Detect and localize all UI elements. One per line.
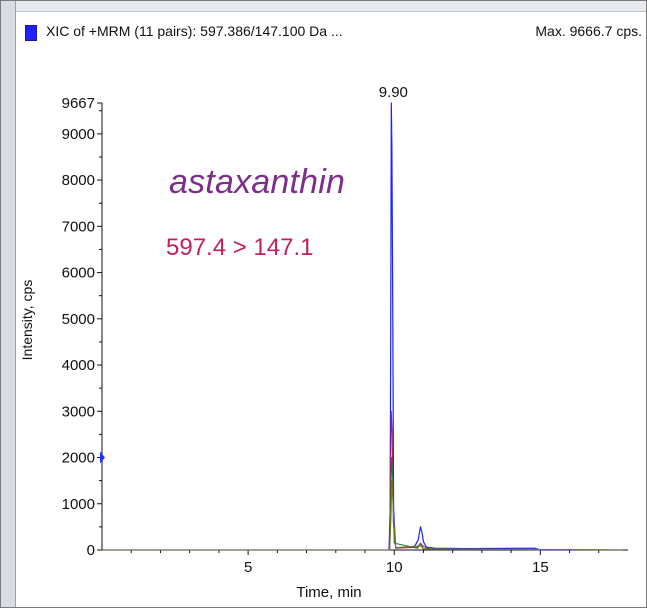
y-tick-label-7: 7000: [62, 218, 95, 235]
compound-name-label: astaxanthin: [169, 163, 346, 201]
y-tick-label-9: 9000: [62, 126, 95, 143]
y-tick-label-4: 4000: [62, 357, 95, 374]
peak-time-label: 9.90: [379, 84, 408, 101]
y-tick-label-8: 8000: [62, 172, 95, 189]
y-tick-label-10: 9667: [62, 95, 95, 112]
threshold-marker-icon: [100, 451, 105, 464]
chart-header: XIC of +MRM (11 pairs): 597.386/147.100 …: [15, 19, 642, 45]
series-color-square[interactable]: [25, 25, 37, 41]
x-tick-label-1: 10: [386, 559, 403, 576]
y-tick-label-2: 2000: [62, 450, 95, 467]
y-tick-label-0: 0: [87, 542, 95, 559]
series-line-3: [102, 480, 623, 551]
y-tick-label-5: 5000: [62, 311, 95, 328]
x-axis-label: Time, min: [296, 584, 361, 601]
xic-title: XIC of +MRM (11 pairs): 597.386/147.100 …: [46, 23, 343, 39]
series-line-1: [102, 410, 623, 551]
x-tick-label-0: 5: [244, 559, 252, 576]
y-tick-label-1: 1000: [62, 496, 95, 513]
y-tick-label-6: 6000: [62, 265, 95, 282]
series-line-2: [102, 457, 623, 551]
max-intensity-label: Max. 9666.7 cps.: [535, 23, 642, 39]
y-axis-label: Intensity, cps: [19, 280, 35, 361]
x-tick-label-2: 15: [532, 559, 549, 576]
window-left-strip: [1, 1, 16, 607]
series-line-0: [102, 102, 623, 551]
y-tick-label-3: 3000: [62, 403, 95, 420]
transition-label: 597.4 > 147.1: [166, 234, 314, 261]
window-top-strip: [1, 1, 646, 12]
